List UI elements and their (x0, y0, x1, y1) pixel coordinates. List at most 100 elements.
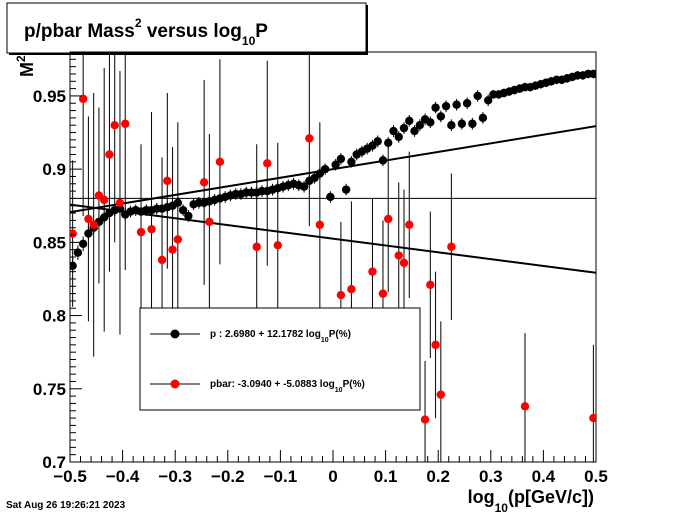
y-tick-label: 0.95 (33, 87, 66, 106)
point-pbar (589, 413, 596, 423)
point-p (373, 137, 382, 146)
point-pbar (121, 119, 130, 128)
x-axis-title: log10(p[GeV/c]) (468, 487, 594, 514)
point-pbar (136, 227, 146, 237)
point-p (347, 157, 356, 167)
point-p (452, 100, 461, 109)
point-p (173, 198, 183, 208)
legend-marker-pbar (170, 379, 180, 389)
y-tick-label: 0.9 (42, 160, 66, 179)
y-tick-label: 0.8 (42, 307, 66, 326)
point-p (389, 126, 398, 136)
point-pbar (147, 224, 156, 234)
point-pbar (110, 121, 119, 130)
point-p (84, 229, 93, 238)
point-p (78, 239, 88, 249)
point-pbar (305, 134, 314, 143)
point-pbar (384, 214, 393, 224)
point-p (384, 138, 393, 147)
point-pbar (84, 214, 93, 224)
point-p (405, 116, 414, 126)
y-axis-title: M2 (14, 55, 37, 77)
point-p (299, 182, 309, 191)
point-p (436, 112, 446, 121)
point-p (457, 119, 467, 128)
point-p (473, 91, 482, 101)
x-tick-label: 0.5 (584, 467, 608, 486)
point-p (341, 185, 351, 194)
point-pbar (405, 220, 414, 229)
point-pbar (431, 340, 440, 350)
point-pbar (157, 255, 167, 265)
point-p (462, 99, 472, 108)
point-pbar (115, 198, 125, 208)
point-p (589, 69, 596, 79)
point-p (399, 123, 409, 133)
fit-line-pbar (70, 203, 596, 274)
point-p (73, 248, 83, 257)
y-tick-label: 0.85 (33, 233, 66, 252)
point-pbar (105, 150, 114, 159)
point-p (336, 154, 346, 164)
x-tick-label: −0.4 (106, 467, 140, 486)
point-pbar (378, 289, 388, 298)
point-p (478, 113, 488, 123)
point-p (184, 211, 193, 221)
legend-entry-p: p : 2.6980 + 12.1782 log10P(%) (210, 329, 351, 344)
x-tick-label: −0.1 (264, 467, 298, 486)
x-tick-label: 0 (328, 467, 337, 486)
chart-title: p/pbar Mass2 versus log10P (24, 16, 268, 48)
point-pbar (78, 94, 88, 104)
point-pbar (420, 415, 430, 424)
point-pbar (315, 220, 325, 229)
point-p (468, 119, 477, 128)
fit-line-p (70, 125, 596, 214)
point-p (447, 121, 456, 130)
legend-entry-pbar: pbar: -3.0940 + -5.0883 log10P(%) (210, 379, 365, 394)
x-tick-label: 0.3 (479, 467, 503, 486)
point-p (378, 156, 388, 165)
point-pbar (163, 176, 172, 186)
point-pbar (89, 220, 98, 229)
x-tick-label: 0.4 (532, 467, 556, 486)
point-pbar (436, 390, 446, 399)
x-tick-label: 0.2 (426, 467, 450, 486)
point-p (410, 126, 419, 136)
point-p (115, 204, 125, 213)
point-p (483, 96, 493, 105)
point-pbar (347, 285, 356, 294)
point-pbar (263, 159, 272, 168)
point-pbar (447, 242, 456, 251)
title-box: p/pbar Mass2 versus log10P (6, 2, 368, 55)
point-p (431, 103, 440, 112)
x-tick-label: −0.5 (53, 467, 87, 486)
y-tick-label: 0.75 (33, 380, 66, 399)
x-tick-label: −0.2 (211, 467, 245, 486)
point-p (326, 192, 335, 202)
point-pbar (199, 178, 209, 187)
x-tick-label: 0.1 (374, 467, 398, 486)
legend-marker-p (170, 329, 180, 339)
point-p (331, 160, 340, 169)
point-pbar (252, 242, 261, 251)
point-p (426, 118, 435, 127)
legend: p : 2.6980 + 12.1782 log10P(%) pbar: -3.… (139, 307, 421, 411)
point-pbar (336, 290, 346, 300)
point-p (70, 261, 77, 270)
point-p (394, 132, 403, 142)
x-tick-label: −0.3 (158, 467, 192, 486)
y-tick-label: 0.7 (42, 453, 66, 472)
point-p (441, 101, 451, 111)
point-pbar (520, 402, 530, 411)
point-pbar (168, 245, 177, 254)
point-pbar (70, 229, 77, 238)
point-p (320, 164, 330, 174)
timestamp: Sat Aug 26 19:26:21 2023 (6, 500, 126, 511)
point-pbar (215, 157, 225, 167)
point-pbar (426, 280, 435, 290)
point-pbar (368, 267, 377, 276)
point-pbar (99, 195, 109, 205)
point-pbar (173, 235, 183, 244)
point-pbar (394, 251, 403, 260)
